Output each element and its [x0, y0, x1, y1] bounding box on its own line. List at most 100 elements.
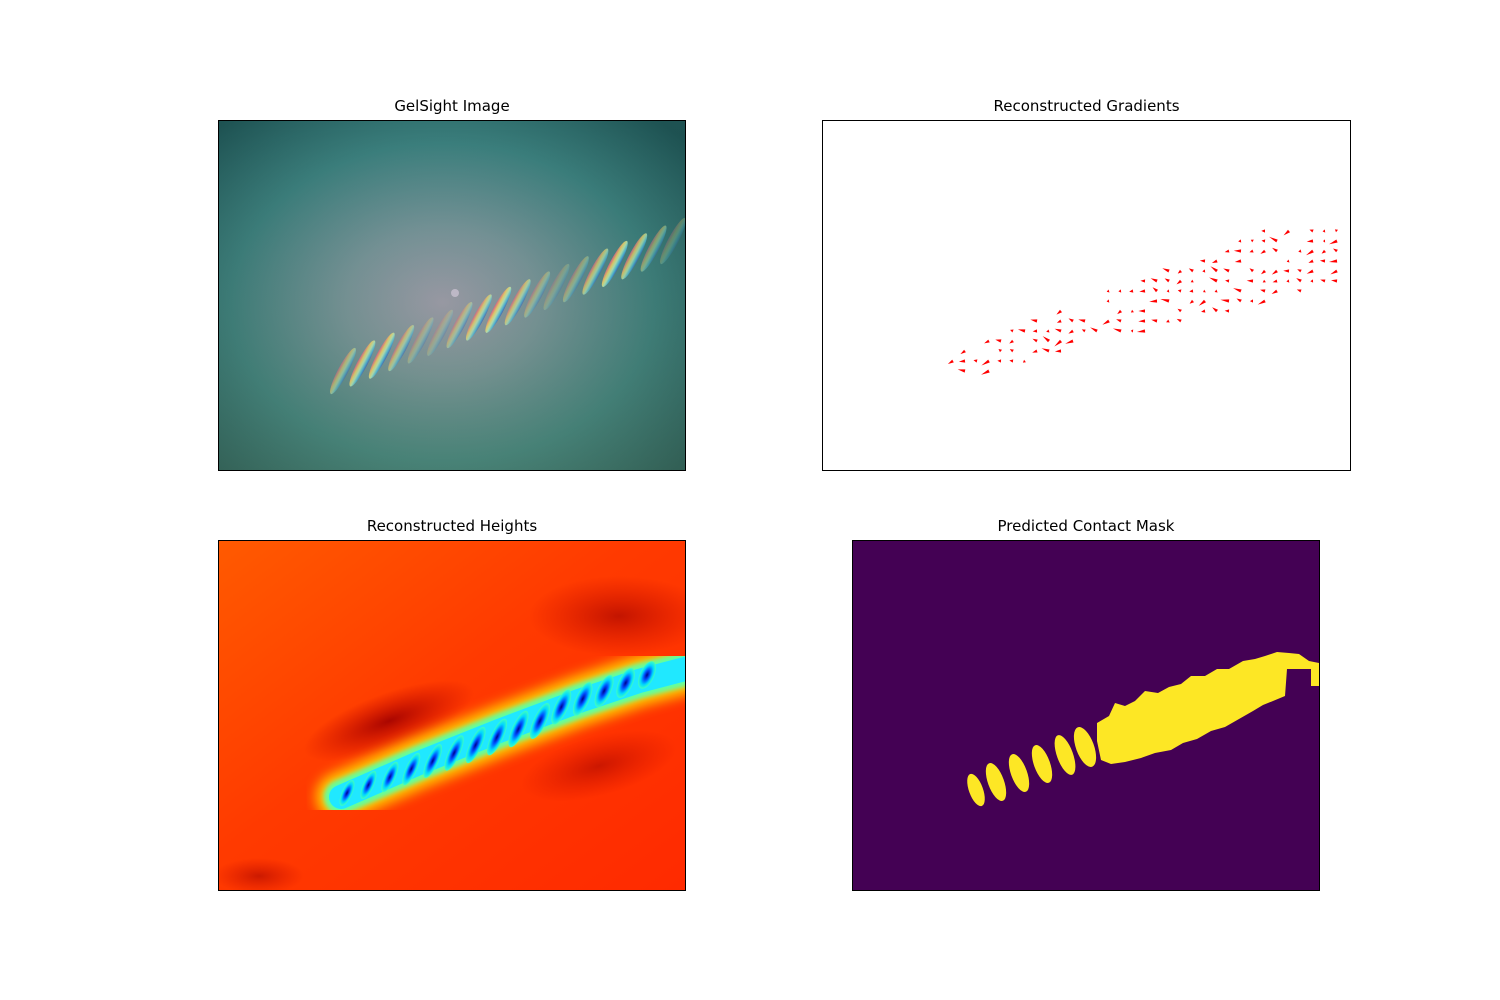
- gradient-arrow: [997, 359, 1002, 363]
- gelsight-ridge: [446, 302, 473, 349]
- gradient-arrow: [1046, 329, 1050, 333]
- gradient-arrow: [1176, 318, 1182, 323]
- gelsight-ridge: [660, 217, 685, 265]
- gradient-arrow: [1054, 349, 1062, 353]
- gradient-arrow: [1249, 299, 1253, 303]
- gradient-arrow: [1166, 289, 1170, 293]
- gradient-arrow: [1136, 329, 1146, 333]
- gradient-arrow: [1138, 309, 1145, 313]
- gradient-arrow: [1262, 279, 1266, 283]
- gradient-arrow: [1009, 359, 1014, 363]
- gelsight-ridge: [621, 233, 648, 280]
- gradient-arrow: [1323, 239, 1326, 243]
- gradient-arrow: [1102, 319, 1110, 325]
- gelsight-ridge: [388, 325, 415, 372]
- gelsight-image: [219, 121, 685, 470]
- panel-title-reconstructed-gradients: Reconstructed Gradients: [993, 97, 1180, 115]
- gradient-arrow: [1151, 319, 1158, 323]
- gelsight-blemish: [451, 289, 459, 297]
- gradient-arrow: [1030, 319, 1038, 323]
- panel-title-gelsight-image: GelSight Image: [394, 97, 510, 115]
- gradient-arrow: [1054, 339, 1062, 347]
- gradient-arrow: [1260, 289, 1266, 293]
- gradient-arrow: [1249, 249, 1254, 253]
- gradient-arrow: [1297, 269, 1302, 273]
- gelsight-ridge: [562, 256, 589, 303]
- gradient-arrow: [1261, 229, 1265, 233]
- gradient-arrow: [1010, 329, 1014, 333]
- gradient-arrow: [995, 339, 1002, 343]
- height-ridge: [423, 744, 443, 778]
- heights-panel: [218, 540, 686, 891]
- gradient-arrow: [957, 369, 966, 373]
- contact-regions: [967, 652, 1319, 807]
- gradient-arrow: [1283, 269, 1290, 273]
- gradient-arrow: [1283, 229, 1290, 236]
- gradient-arrow: [1201, 309, 1206, 313]
- height-ridge: [486, 718, 508, 756]
- gradient-arrow: [1333, 248, 1338, 253]
- gradient-arrow: [1286, 279, 1290, 283]
- gradient-arrow: [1041, 348, 1050, 353]
- gradient-arrow: [1017, 329, 1026, 333]
- gradient-arrow: [1329, 239, 1338, 245]
- gradient-arrow: [1257, 299, 1266, 305]
- height-ridge: [594, 675, 614, 707]
- height-ridge: [360, 770, 377, 800]
- gradient-arrow: [960, 349, 966, 355]
- gradient-arrow: [1238, 239, 1242, 243]
- gradient-arrow: [1249, 268, 1254, 273]
- gradient-arrow: [1138, 319, 1146, 323]
- gradient-arrow: [1032, 338, 1038, 343]
- gradient-arrow: [1306, 239, 1314, 243]
- panel-title-reconstructed-heights: Reconstructed Heights: [366, 517, 538, 535]
- height-ridge: [616, 668, 635, 698]
- gradient-arrow: [1106, 289, 1110, 293]
- gradient-quiver: [823, 121, 1350, 470]
- gradient-arrow: [1214, 289, 1218, 293]
- gelsight-ridge: [582, 248, 609, 295]
- gradient-arrow: [1164, 278, 1170, 283]
- gradient-arrow: [1118, 289, 1122, 293]
- gelsight-ridge: [524, 271, 551, 318]
- gradient-arrow: [1129, 289, 1134, 293]
- gradient-arrow: [1310, 279, 1314, 283]
- gradient-arrow: [1234, 259, 1242, 263]
- gradient-arrow: [1246, 279, 1254, 283]
- gradient-arrows: [947, 229, 1338, 375]
- gradient-arrow: [1117, 309, 1122, 315]
- height-ridge: [339, 780, 355, 806]
- gradient-arrow: [1054, 328, 1062, 333]
- gradient-arrow: [1078, 319, 1086, 323]
- gradient-arrow: [1188, 268, 1194, 273]
- gradient-arrow: [1166, 319, 1170, 323]
- gradient-arrow: [947, 359, 954, 364]
- gradient-arrow: [1065, 339, 1074, 344]
- gradient-arrow: [1032, 349, 1038, 353]
- gelsight-ridge: [504, 279, 531, 326]
- gradient-arrow: [1199, 259, 1206, 263]
- gradient-arrow: [1331, 279, 1338, 283]
- gradient-arrow: [1250, 239, 1254, 243]
- gradient-arrow: [1298, 249, 1302, 253]
- gradient-arrow: [1116, 319, 1122, 323]
- gradient-arrow: [1260, 249, 1266, 254]
- gradient-arrow: [1198, 299, 1206, 306]
- gelsight-image-panel: [218, 120, 686, 471]
- gradient-arrow: [1225, 279, 1230, 283]
- height-map: [219, 541, 685, 890]
- gradient-arrow: [1068, 329, 1074, 334]
- gradient-arrow: [1309, 229, 1314, 233]
- height-ridge: [529, 703, 550, 739]
- gradient-arrow: [1149, 299, 1158, 303]
- gradient-arrow: [1308, 259, 1314, 263]
- gradient-arrow: [1220, 299, 1230, 303]
- gelsight-ridge: [465, 294, 492, 341]
- gelsight-ridge: [601, 240, 628, 287]
- height-ridge: [638, 661, 656, 689]
- gradient-arrow: [1162, 268, 1170, 273]
- height-ridge: [465, 726, 486, 764]
- gradient-arrow: [1272, 279, 1278, 283]
- gradient-arrow: [1224, 309, 1230, 313]
- gradient-arrow: [1009, 339, 1014, 344]
